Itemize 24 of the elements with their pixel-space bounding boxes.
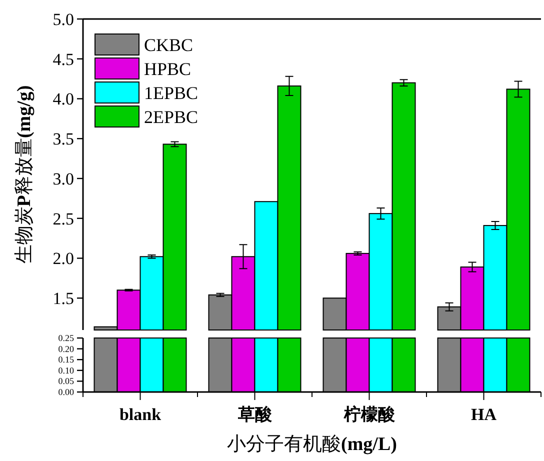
y-tick-label: 3.5 xyxy=(52,130,74,149)
y-tick-label: 0.00 xyxy=(58,387,74,397)
y-tick-label: 3.0 xyxy=(52,169,74,188)
y-axis-title: 生物炭P释放量(mg/g) xyxy=(14,85,35,264)
y-tick-label: 4.0 xyxy=(52,90,74,109)
legend-label: 1EPBC xyxy=(144,83,198,103)
y-tick-label: 0.05 xyxy=(58,376,74,386)
y-tick-label: 0.20 xyxy=(58,344,74,354)
y-tick-label: 0.10 xyxy=(58,365,74,376)
y-tick-label: 0.15 xyxy=(58,354,74,365)
y-tick-label: 2.0 xyxy=(52,249,74,268)
legend-label: 2EPBC xyxy=(144,107,198,127)
x-tick-label: 柠檬酸 xyxy=(342,405,396,424)
y-tick-label: 0.25 xyxy=(58,333,74,343)
y-tick-label: 1.5 xyxy=(52,289,74,308)
x-tick-label: blank xyxy=(119,405,162,424)
y-tick-label: 2.5 xyxy=(52,209,74,228)
y-tick-label: 4.5 xyxy=(52,50,74,69)
y-tick-label: 5.0 xyxy=(52,10,74,29)
legend-label: CKBC xyxy=(144,35,194,55)
x-tick-label: 草酸 xyxy=(236,405,273,424)
legend-label: HPBC xyxy=(144,59,192,79)
x-axis-title: 小分子有机酸(mg/L) xyxy=(227,434,397,455)
x-tick-label: HA xyxy=(471,405,498,424)
